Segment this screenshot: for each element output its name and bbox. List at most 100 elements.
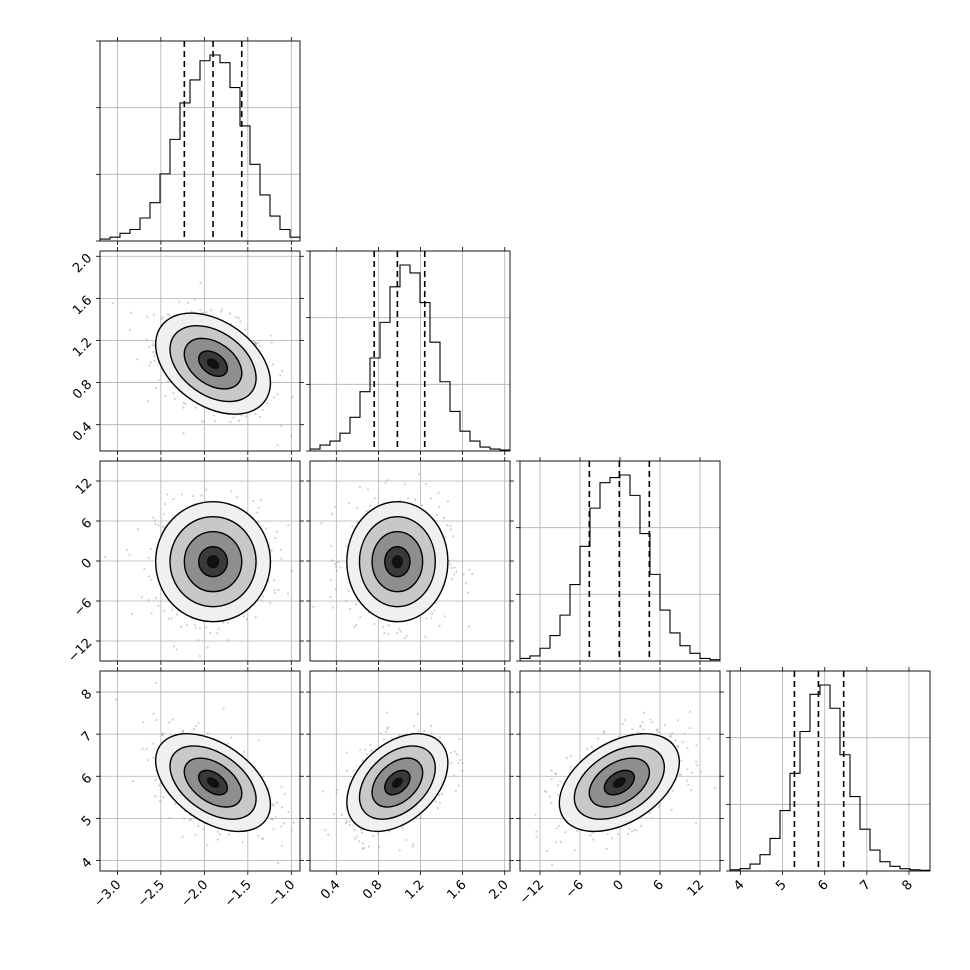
panel-frame [99, 250, 301, 452]
scatter-point [358, 485, 361, 488]
x-tick-label: −12 [517, 877, 547, 907]
scatter-point [180, 493, 183, 496]
scatter-point [281, 370, 284, 373]
scatter-point [147, 599, 150, 602]
density-core [391, 555, 403, 569]
scatter-point [681, 741, 684, 744]
scatter-point [569, 765, 572, 768]
scatter-point [191, 494, 194, 498]
scatter-point [639, 725, 642, 728]
scatter-point [327, 833, 330, 836]
density-core [391, 777, 403, 788]
scatter-point [461, 769, 464, 772]
scatter-point [658, 804, 661, 807]
scatter-point [205, 626, 208, 629]
y-tick-label: 5 [79, 813, 95, 829]
scatter-point [388, 830, 391, 833]
scatter-point [128, 329, 132, 332]
scatter-point [648, 811, 651, 814]
scatter-point [688, 710, 692, 713]
scatter-point [324, 829, 327, 832]
scatter-point [291, 395, 294, 398]
scatter-point [197, 824, 200, 827]
scatter-point [128, 553, 131, 556]
panel-frame [99, 460, 301, 662]
scatter-point [605, 847, 608, 851]
scatter-point [457, 784, 460, 787]
scatter-point [161, 316, 165, 319]
scatter-point [153, 359, 156, 362]
scatter-point [203, 420, 206, 424]
scatter-point [146, 400, 150, 403]
scatter-point [160, 733, 164, 736]
scatter-point [651, 721, 654, 724]
scatter-point [271, 803, 274, 806]
x-tick-label: 0.8 [360, 877, 385, 902]
scatter-point [345, 544, 348, 547]
scatter-point [193, 623, 196, 626]
scatter-point [199, 281, 202, 285]
pair-content [312, 473, 474, 640]
scatter-point [206, 844, 209, 847]
scatter-point [152, 756, 155, 759]
scatter-point [450, 762, 453, 765]
scatter-point [401, 826, 404, 829]
scatter-point [232, 416, 235, 419]
scatter-point [686, 768, 689, 771]
scatter-point [150, 612, 153, 615]
scatter-point [543, 790, 547, 793]
scatter-point [603, 731, 606, 735]
scatter-point [280, 785, 283, 788]
scatter-point [385, 479, 389, 482]
scatter-point [618, 735, 621, 738]
x-tick-label: 12 [685, 877, 707, 899]
scatter-point [236, 496, 239, 499]
scatter-point [550, 778, 553, 781]
scatter-point [330, 512, 334, 515]
scatter-point [575, 830, 579, 833]
x-tick-label: 1.6 [444, 877, 469, 902]
scatter-point [384, 482, 387, 485]
scatter-point [216, 838, 219, 841]
scatter-point [152, 355, 156, 358]
scatter-point [352, 769, 355, 772]
scatter-point [252, 340, 255, 343]
y-tick-label: 7 [79, 729, 95, 745]
hist-panel-0 [96, 37, 301, 245]
scatter-point [424, 635, 427, 638]
scatter-point [228, 312, 232, 315]
scatter-point [312, 605, 315, 608]
density-core [206, 777, 220, 788]
scatter-point [650, 816, 653, 820]
scatter-point [628, 827, 631, 830]
scatter-point [657, 806, 660, 809]
x-tick-label: −2.5 [135, 877, 168, 910]
scatter-point [197, 721, 200, 725]
hist-panel-2 [516, 457, 721, 665]
panel-frame [519, 460, 721, 662]
scatter-point [351, 525, 354, 528]
pair-content [114, 681, 295, 865]
scatter-point [161, 734, 164, 737]
scatter-point [387, 632, 390, 635]
scatter-point [147, 345, 150, 349]
scatter-point [276, 443, 279, 447]
scatter-point [157, 604, 160, 607]
scatter-point [152, 712, 155, 715]
scatter-point [461, 762, 464, 765]
scatter-point [222, 707, 225, 710]
scatter-point [259, 415, 262, 419]
scatter-point [548, 795, 551, 798]
scatter-point [155, 681, 158, 685]
scatter-point [154, 597, 157, 600]
scatter-point [218, 833, 222, 836]
scatter-point [283, 792, 286, 796]
scatter-point [438, 801, 441, 805]
scatter-point [190, 310, 193, 313]
scatter-point [554, 773, 558, 776]
scatter-point [636, 731, 639, 734]
scatter-point [411, 845, 414, 848]
scatter-point [166, 493, 169, 496]
scatter-point [367, 845, 370, 848]
